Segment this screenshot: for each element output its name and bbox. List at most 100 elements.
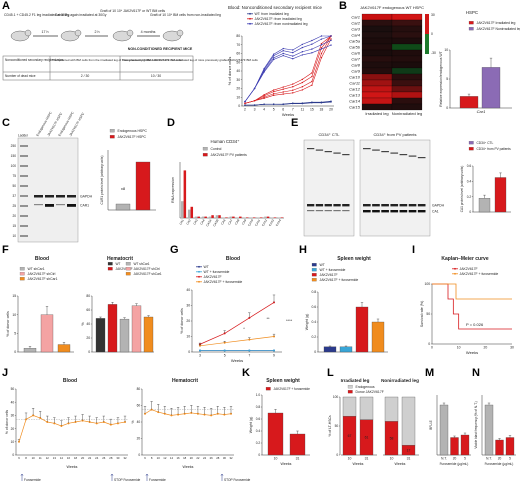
legend-marker [249,17,251,20]
significance-label: ** [266,316,270,321]
gene-label: Car4 [351,32,360,37]
gapdh-band [315,204,324,207]
bar [252,217,256,218]
legend-label: WT [320,263,325,267]
legend-swatch [468,27,474,31]
panel-letter-f: F [2,244,9,256]
x-tick-label: 31 [407,457,411,461]
panel-i-chart: 0 50 100 0 10 20 30 Weeks Survival rate (%) JAK2V… [420,267,514,355]
y-tick-label: 0.4 [256,429,261,433]
heatmap-cell [361,49,393,57]
bar-value-label: 61 [365,436,369,440]
marker-label: 150 [11,154,17,158]
bar [459,96,479,109]
heatmap-cell [361,19,393,27]
mouse-icon [60,29,82,42]
table-cell: Number of dead mice [5,74,36,78]
legend-label: JAK2V617F shCar1 [28,277,58,281]
y-tick-label: 100 [425,282,431,286]
x-tick-label: 22 [88,456,92,460]
survival-curve [432,283,512,300]
y-tick-label: 0 [188,350,190,354]
gene-label: Car5a [349,38,361,43]
heatmap-cell [391,103,423,111]
x-tick-label: CA4 [199,218,206,225]
ca1-band [363,210,371,213]
bar [246,217,249,218]
x-tick-label: 20 [483,346,487,350]
x-tick-label: CA12 [261,218,268,227]
gene-label: Car2 [351,20,360,25]
legend-label: Donor JAK2V617F [356,390,384,394]
heatmap-cell [361,67,393,75]
y-tick-label: 0 [88,350,90,354]
treatment-label: STOP Furosemide [114,478,141,482]
y-tick-label: 10 [186,335,190,339]
legend-swatch [202,147,208,151]
y-tick-label: 0.4 [311,320,316,324]
bar-segment [342,396,357,417]
y-tick-label: 50 [335,424,339,428]
bar [143,316,154,353]
y-axis-label: BFU-E [429,420,433,430]
x-tick-label: CA11 [254,218,261,227]
x-tick-label: 5 [464,457,466,461]
panel-letter-c: C [2,117,10,129]
legend-label: JAK2V617F + furosemide [460,272,499,276]
arrow-up-icon [220,473,224,481]
heatmap-cell [361,79,393,87]
panel-letter-g: G [170,244,179,256]
series-line [244,35,331,102]
legend-label: JAK2V617F Nonirradiated leg [477,27,520,31]
legend-marker [249,12,251,15]
car1-band [56,204,65,206]
x-tick-label: 10 [157,456,161,460]
scale-high [425,14,429,34]
table-cell: Transplanted with BM cells from the irra… [52,58,182,62]
panel-j-blood-title: Blood [63,378,77,384]
bar [236,217,239,218]
bar-value-label: 17 [407,448,411,452]
gapdh-band [333,204,341,207]
legend-label: WT: from irradiated leg [255,12,289,16]
x-tick-label: 11 [301,108,305,112]
bar [267,412,284,456]
x-tick-label: 10 [390,457,394,461]
ladder-band [20,165,28,167]
legend-label: JAK2V617F: from irradiated leg [255,17,302,21]
heatmap-cell [361,85,393,93]
panel-letter-n: N [472,367,480,379]
y-axis-label: Viable blast frequency (% of N.T.) [474,401,478,448]
y-axis-label: % of donor cells [227,57,232,85]
panel-f-hct-title: Hematocrit [107,256,133,262]
legend-swatch [107,267,113,271]
step-4: Graft of 10 10⁶ BM cells from non-irradi… [150,13,221,17]
legend-label: JAK2V617F + furosemide [204,280,243,284]
y-tick-label: 70 [236,43,240,47]
step-3: Graft of 10 10⁶ JAK2V617F or WT BM cells [100,9,165,13]
y-tick-label: 0 [12,453,14,457]
legend-label: CD34⁺ CTL [477,141,494,145]
x-tick-label: 30 [223,456,227,460]
y-tick-label: 50 [236,60,240,64]
heatmap-cell [361,61,393,69]
timing-1: 17 h [42,30,49,34]
bar [218,215,221,218]
bar [211,215,214,218]
data-point [330,101,332,103]
legend-label: Endogenous HSPC [118,129,148,133]
panel-letter-d: D [167,117,175,129]
y-tick-label: 40 [11,400,15,404]
heatmap-cell [361,13,393,21]
legend-swatch [311,278,317,282]
bar [181,201,184,218]
x-axis-label: Weeks [183,465,194,469]
gene-label: Car10 [349,74,361,79]
ladder-band [324,151,332,153]
bar-segment [401,396,416,446]
